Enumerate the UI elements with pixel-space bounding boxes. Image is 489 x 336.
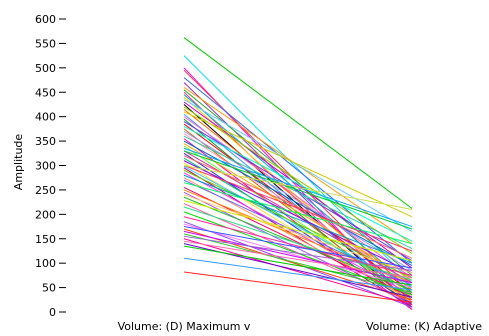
series-line — [183, 235, 413, 271]
y-tick-label: 400 — [35, 111, 56, 124]
y-axis-label: Amplitude — [12, 134, 25, 191]
series-line — [183, 99, 413, 232]
series-line — [183, 226, 413, 269]
series-line — [183, 194, 413, 274]
series-line — [183, 238, 413, 306]
series-line — [183, 271, 413, 303]
series-line — [183, 37, 413, 209]
series-line — [183, 111, 413, 218]
series-line — [183, 206, 413, 281]
y-tick-label: 200 — [35, 208, 56, 221]
y-tick-label: 500 — [35, 62, 56, 75]
series-line — [183, 240, 413, 279]
series-line — [183, 106, 413, 254]
y-tick-label: 100 — [35, 257, 56, 270]
series-line — [183, 189, 413, 284]
series-line — [183, 135, 413, 249]
series-line — [183, 157, 413, 293]
series-line — [183, 165, 413, 252]
y-tick-label: 300 — [35, 160, 56, 173]
series-line — [183, 77, 413, 264]
series-line — [183, 174, 413, 264]
y-tick-label: 250 — [35, 184, 56, 197]
y-tick-label: 550 — [35, 37, 56, 50]
series-line — [183, 128, 413, 303]
y-tick-label: 350 — [35, 135, 56, 148]
x-category-label-right: Volume: (K) Adaptive — [366, 320, 482, 333]
x-category-label-left: Volume: (D) Maximum v — [118, 320, 251, 333]
series-line — [183, 182, 413, 245]
series-line — [183, 233, 413, 293]
series-line — [183, 200, 413, 262]
series-line — [183, 150, 413, 230]
series-line — [183, 216, 413, 276]
series-line — [183, 121, 413, 262]
y-tick-label: 50 — [42, 282, 56, 295]
series-line — [183, 223, 413, 289]
y-tick-label: 600 — [35, 13, 56, 26]
y-tick-label: 0 — [49, 306, 56, 319]
y-axis-ticks: 0 50 100 150 200 250 300 350 400 450 500 550 600 — [35, 13, 66, 319]
series-line — [183, 230, 413, 284]
series-line — [183, 257, 413, 291]
series-lines — [183, 37, 413, 310]
series-line — [183, 165, 413, 210]
y-tick-label: 150 — [35, 233, 56, 246]
series-line — [183, 143, 413, 281]
series-line — [183, 125, 413, 242]
y-tick-label: 450 — [35, 86, 56, 99]
series-line — [183, 245, 413, 286]
series-line — [183, 167, 413, 308]
